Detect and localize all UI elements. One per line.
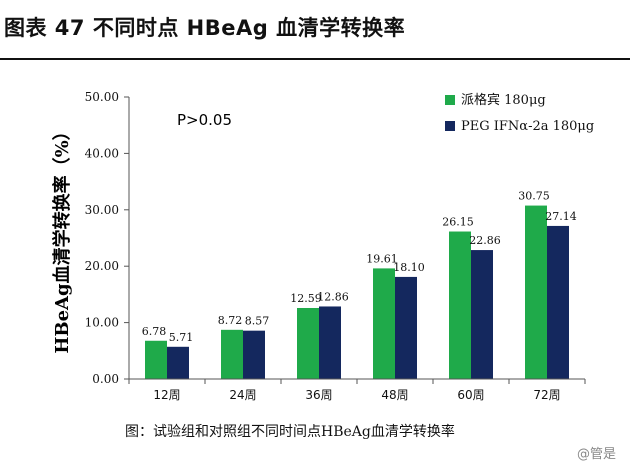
- p-value-annotation: P>0.05: [177, 111, 232, 129]
- data-label-series-2: 22.86: [469, 234, 501, 247]
- y-tick-label: 20.00: [85, 259, 119, 273]
- data-label-series-2: 8.57: [245, 315, 270, 328]
- x-tick-label: 60周: [457, 388, 484, 402]
- x-tick-label: 36周: [305, 388, 332, 402]
- bar-series-2: [319, 306, 341, 379]
- x-tick-label: 72周: [533, 388, 560, 402]
- watermark: @管是: [576, 447, 616, 462]
- data-label-series-1: 26.15: [442, 216, 474, 229]
- y-tick-label: 10.00: [85, 316, 119, 330]
- y-tick-label: 50.00: [85, 90, 119, 104]
- x-tick-label: 12周: [153, 388, 180, 402]
- bar-series-1: [373, 268, 395, 379]
- x-tick-label: 48周: [381, 388, 408, 402]
- bar-series-2: [547, 225, 569, 379]
- bar-chart: HBeAg血清学转换率（%） P>0.05 6.78 5.71 8.72 8.57 12…: [51, 90, 594, 402]
- y-axis-label: HBeAg血清学转换率（%）: [51, 122, 73, 353]
- bar-series-1: [297, 307, 319, 379]
- figure-title: 图表 47 不同时点 HBeAg 血清学转换率: [4, 16, 406, 40]
- data-label-series-1: 8.72: [218, 314, 243, 327]
- y-tick-label: 40.00: [85, 146, 119, 160]
- y-tick-label: 0.00: [92, 372, 119, 386]
- legend-swatch-series-2: [445, 121, 455, 131]
- bar-series-2: [243, 330, 265, 379]
- x-tick-label: 24周: [229, 388, 256, 402]
- data-label-series-1: 19.61: [366, 252, 398, 265]
- y-axis-label-group: HBeAg血清学转换率（%）: [51, 122, 73, 353]
- data-label-series-1: 30.75: [518, 190, 550, 203]
- bar-series-2: [471, 250, 493, 379]
- legend-label-series-1: 派格宾 180μg: [461, 92, 546, 108]
- data-label-series-1: 6.78: [142, 325, 167, 338]
- bar-series-1: [525, 205, 547, 379]
- title-rule: [0, 58, 630, 60]
- bar-series-2: [395, 276, 417, 379]
- data-label-series-2: 27.14: [545, 210, 577, 223]
- data-label-series-2: 12.86: [317, 290, 349, 303]
- legend-swatch-series-1: [445, 95, 455, 105]
- figure-caption: 图：试验组和对照组不同时间点HBeAg血清学转换率: [125, 424, 455, 440]
- data-label-series-2: 18.10: [393, 261, 425, 274]
- legend-label-series-2: PEG IFNα-2a 180μg: [461, 119, 594, 134]
- data-label-series-1: 12.59: [290, 292, 322, 305]
- bar-series-1: [221, 329, 243, 379]
- bar-series-1: [449, 231, 471, 379]
- bar-series-1: [145, 340, 167, 379]
- bar-series-2: [167, 346, 189, 379]
- data-label-series-2: 5.71: [169, 331, 194, 344]
- y-tick-label: 30.00: [85, 203, 119, 217]
